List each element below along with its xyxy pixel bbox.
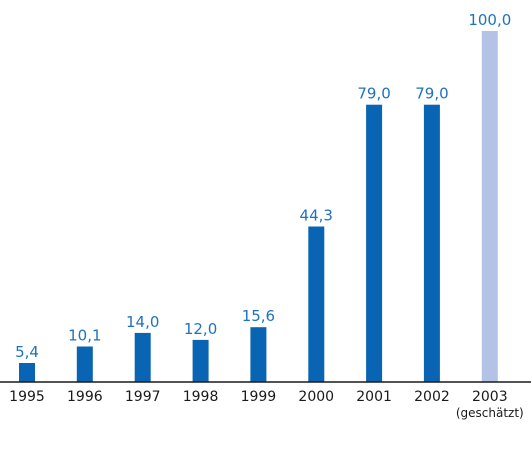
bar-1996 xyxy=(76,346,93,382)
x-tick-label-2000: 2000 xyxy=(298,389,334,405)
bar-2003 xyxy=(481,31,498,382)
x-tick-label-1995: 1995 xyxy=(9,389,45,405)
value-label-1996: 10,1 xyxy=(68,327,101,345)
x-tick-note-2003: (geschätzt) xyxy=(456,406,524,420)
bar-2000 xyxy=(308,226,325,382)
x-tick-label-1999: 1999 xyxy=(241,389,277,405)
value-label-1998: 12,0 xyxy=(184,320,217,338)
value-label-1995: 5,4 xyxy=(15,343,39,361)
labels-group: 5,4 1995 10,1 1996 14,0 1997 12,0 1998 15,6 1999 4… xyxy=(9,11,524,420)
value-label-2003: 100,0 xyxy=(468,11,511,29)
x-tick-label-1997: 1997 xyxy=(125,389,161,405)
x-tick-label-1998: 1998 xyxy=(183,389,219,405)
x-tick-label-2002: 2002 xyxy=(414,389,450,405)
bar-1995 xyxy=(19,363,35,382)
bar-2002 xyxy=(423,104,440,382)
bar-1999 xyxy=(250,327,267,382)
bar-1998 xyxy=(192,339,209,382)
bar-1997 xyxy=(134,332,151,382)
x-tick-label-1996: 1996 xyxy=(67,389,103,405)
bar-2001 xyxy=(366,104,383,382)
x-tick-label-2003: 2003 xyxy=(472,389,508,405)
value-label-2001: 79,0 xyxy=(357,85,390,103)
value-label-2002: 79,0 xyxy=(415,85,448,103)
x-tick-label-2001: 2001 xyxy=(356,389,392,405)
bars-group xyxy=(19,31,498,382)
value-label-1997: 14,0 xyxy=(126,313,159,331)
value-label-1999: 15,6 xyxy=(242,307,275,325)
value-label-2000: 44,3 xyxy=(300,207,333,225)
